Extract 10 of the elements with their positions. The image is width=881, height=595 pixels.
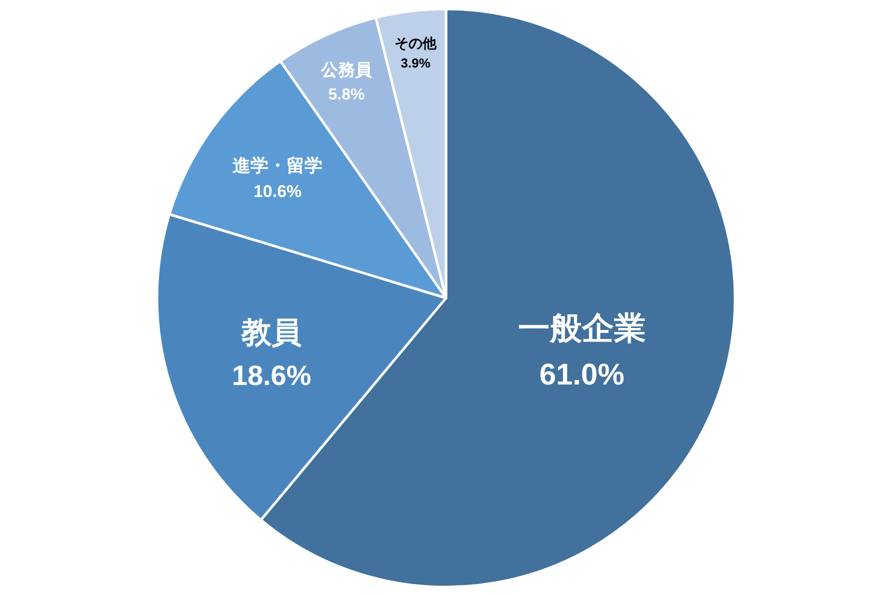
data-label: 10.6%	[253, 182, 302, 202]
slice-label: 教員	[240, 316, 302, 351]
slice-label: 公務員	[320, 60, 374, 80]
data-label: 3.9%	[400, 56, 431, 71]
slice-label: 進学・留学	[232, 155, 323, 176]
slice-label: その他	[394, 36, 438, 52]
slice-label: 一般企業	[518, 309, 646, 348]
data-label: 18.6%	[232, 360, 312, 392]
data-label: 5.8%	[328, 86, 365, 104]
data-label: 61.0%	[539, 358, 624, 392]
